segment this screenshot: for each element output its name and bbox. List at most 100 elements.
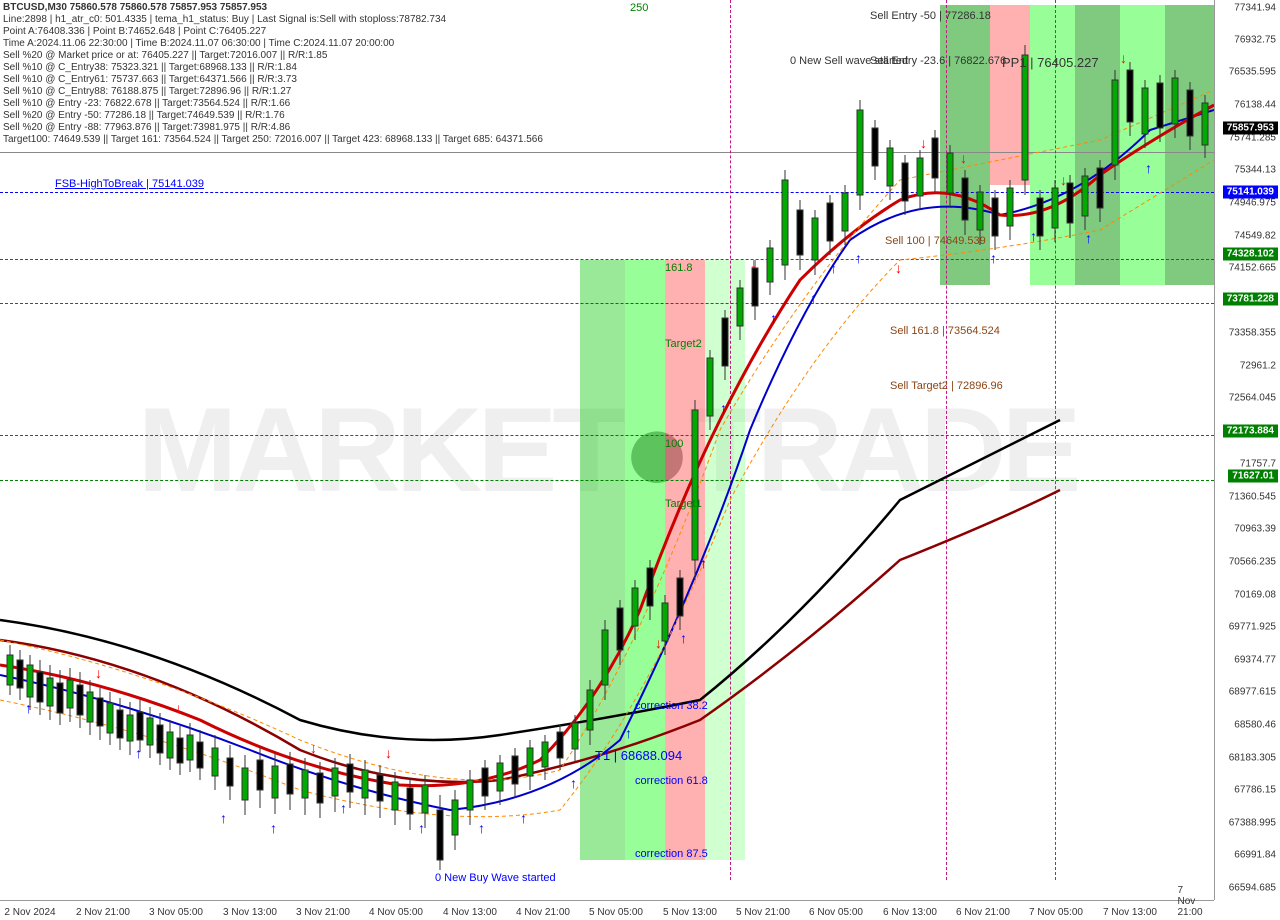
info-line: Sell %10 @ C_Entry88: 76188.875 || Targe… — [3, 86, 291, 97]
down-arrow-icon: ↓ — [310, 740, 317, 756]
hline-green — [0, 303, 1214, 304]
down-arrow-icon: ↓ — [655, 635, 662, 651]
up-arrow-icon: ↑ — [720, 400, 727, 416]
y-tick: 66991.84 — [1234, 850, 1276, 861]
up-arrow-icon: ↑ — [810, 290, 817, 306]
green-zone — [705, 260, 745, 860]
target-label: Target1 — [665, 498, 702, 510]
x-tick: 3 Nov 13:00 — [223, 907, 277, 918]
down-arrow-icon: ↓ — [895, 260, 902, 276]
y-tick: 72564.045 — [1229, 393, 1276, 404]
info-line: Target100: 74649.539 || Target 161: 7356… — [3, 134, 543, 145]
x-tick: 2 Nov 2024 — [4, 907, 55, 918]
x-tick: 6 Nov 13:00 — [883, 907, 937, 918]
up-arrow-icon: ↑ — [770, 310, 777, 326]
green-zone — [625, 260, 665, 860]
y-tick: 77341.94 — [1234, 3, 1276, 14]
down-arrow-icon: ↓ — [95, 665, 102, 681]
sell-label: Sell Target2 | 72896.96 — [890, 380, 1003, 392]
up-arrow-icon: ↑ — [990, 250, 997, 266]
x-tick: 6 Nov 05:00 — [809, 907, 863, 918]
up-arrow-icon: ↑ — [700, 555, 707, 571]
y-tick: 70566.235 — [1229, 557, 1276, 568]
x-tick: 3 Nov 21:00 — [296, 907, 350, 918]
x-tick: 5 Nov 05:00 — [589, 907, 643, 918]
sell-label: Sell Entry -23.6 | 76822.676 — [870, 55, 1006, 67]
info-line: Line:2898 | h1_atr_c0: 501.4335 | tema_h… — [3, 14, 446, 25]
sell-label: Sell 100 | 74649.539 — [885, 235, 986, 247]
red-zone — [990, 5, 1030, 185]
chart-container: MARKET●TRADE — [0, 0, 1214, 900]
vline-magenta — [946, 0, 947, 880]
down-arrow-icon: ↓ — [385, 745, 392, 761]
correction-label: correction 38.2 — [635, 700, 708, 712]
info-line: Sell %10 @ Entry -23: 76822.678 || Targe… — [3, 98, 290, 109]
fsb-label: FSB-HighToBreak | 75141.039 — [55, 178, 204, 190]
x-tick: 5 Nov 13:00 — [663, 907, 717, 918]
up-arrow-icon: ↑ — [830, 260, 837, 276]
y-tick: 76932.75 — [1234, 35, 1276, 46]
x-tick: 3 Nov 05:00 — [149, 907, 203, 918]
y-tick: 67786.15 — [1234, 785, 1276, 796]
y-tick: 72961.2 — [1240, 361, 1276, 372]
buy-wave-label: 0 New Buy Wave started — [435, 872, 556, 884]
t1-label: T1 | 68688.094 — [595, 748, 682, 763]
up-arrow-icon: ↑ — [220, 810, 227, 826]
chart-title: BTCUSD,M30 75860.578 75860.578 75857.953… — [3, 2, 267, 13]
y-tick: 73358.355 — [1229, 328, 1276, 339]
hline-green — [0, 259, 1214, 260]
correction-label: correction 87.5 — [635, 848, 708, 860]
up-arrow-icon: ↑ — [855, 250, 862, 266]
x-tick: 4 Nov 21:00 — [516, 907, 570, 918]
vline-magenta — [730, 0, 731, 880]
hline-fsb — [0, 192, 1214, 193]
y-tick: 71360.545 — [1229, 492, 1276, 503]
info-line: Sell %10 @ C_Entry38: 75323.321 || Targe… — [3, 62, 297, 73]
up-arrow-icon: ↑ — [520, 810, 527, 826]
green-price-box: 74328.102 — [1223, 248, 1278, 261]
x-tick: 7 Nov 13:00 — [1103, 907, 1157, 918]
hline-solid — [0, 152, 1214, 153]
y-tick: 70963.39 — [1234, 524, 1276, 535]
info-line: Sell %20 @ Entry -50: 77286.18 || Target… — [3, 110, 285, 121]
info-line: Sell %20 @ Entry -88: 77963.876 || Targe… — [3, 122, 290, 133]
up-arrow-icon: ↑ — [680, 630, 687, 646]
x-tick: 6 Nov 21:00 — [956, 907, 1010, 918]
pp-label: PP1 | 76405.227 — [1002, 55, 1099, 70]
up-arrow-icon: ↑ — [570, 775, 577, 791]
y-tick: 69374.77 — [1234, 655, 1276, 666]
y-tick: 69771.925 — [1229, 622, 1276, 633]
y-tick: 76138.44 — [1234, 100, 1276, 111]
x-axis: 2 Nov 2024 2 Nov 21:00 3 Nov 05:00 3 Nov… — [0, 900, 1214, 920]
correction-label: correction 61.8 — [635, 775, 708, 787]
y-tick: 67388.995 — [1229, 818, 1276, 829]
up-arrow-icon: ↑ — [340, 800, 347, 816]
down-arrow-icon: ↓ — [1120, 50, 1127, 66]
x-tick: 4 Nov 13:00 — [443, 907, 497, 918]
info-line: Time A:2024.11.06 22:30:00 | Time B:2024… — [3, 38, 394, 49]
y-tick: 76535.595 — [1229, 67, 1276, 78]
down-arrow-icon: ↓ — [750, 255, 757, 271]
y-tick: 68977.615 — [1229, 687, 1276, 698]
down-arrow-icon: ↓ — [175, 700, 182, 716]
x-tick: 7 Nov 05:00 — [1029, 907, 1083, 918]
up-arrow-icon: ↑ — [418, 820, 425, 836]
info-line: Sell %20 @ Market price or at: 76405.227… — [3, 50, 327, 61]
y-tick: 70169.08 — [1234, 590, 1276, 601]
y-tick: 68183.305 — [1229, 753, 1276, 764]
y-tick: 74152.665 — [1229, 263, 1276, 274]
green-price-box: 73781.228 — [1223, 293, 1278, 306]
down-arrow-icon: ↓ — [1060, 172, 1067, 188]
green-zone — [1120, 5, 1165, 285]
y-tick: 66594.685 — [1229, 883, 1276, 894]
target-label: 100 — [665, 438, 683, 450]
green-zone — [1165, 5, 1214, 285]
red-zone — [665, 260, 705, 860]
blue-price-box: 75141.039 — [1223, 186, 1278, 199]
green-zone — [580, 260, 625, 860]
y-tick: 74549.82 — [1234, 231, 1276, 242]
up-arrow-icon: ↑ — [1145, 160, 1152, 176]
up-arrow-icon: ↑ — [625, 725, 632, 741]
x-tick: 4 Nov 05:00 — [369, 907, 423, 918]
x-tick: 7 Nov 21:00 — [1177, 885, 1202, 918]
